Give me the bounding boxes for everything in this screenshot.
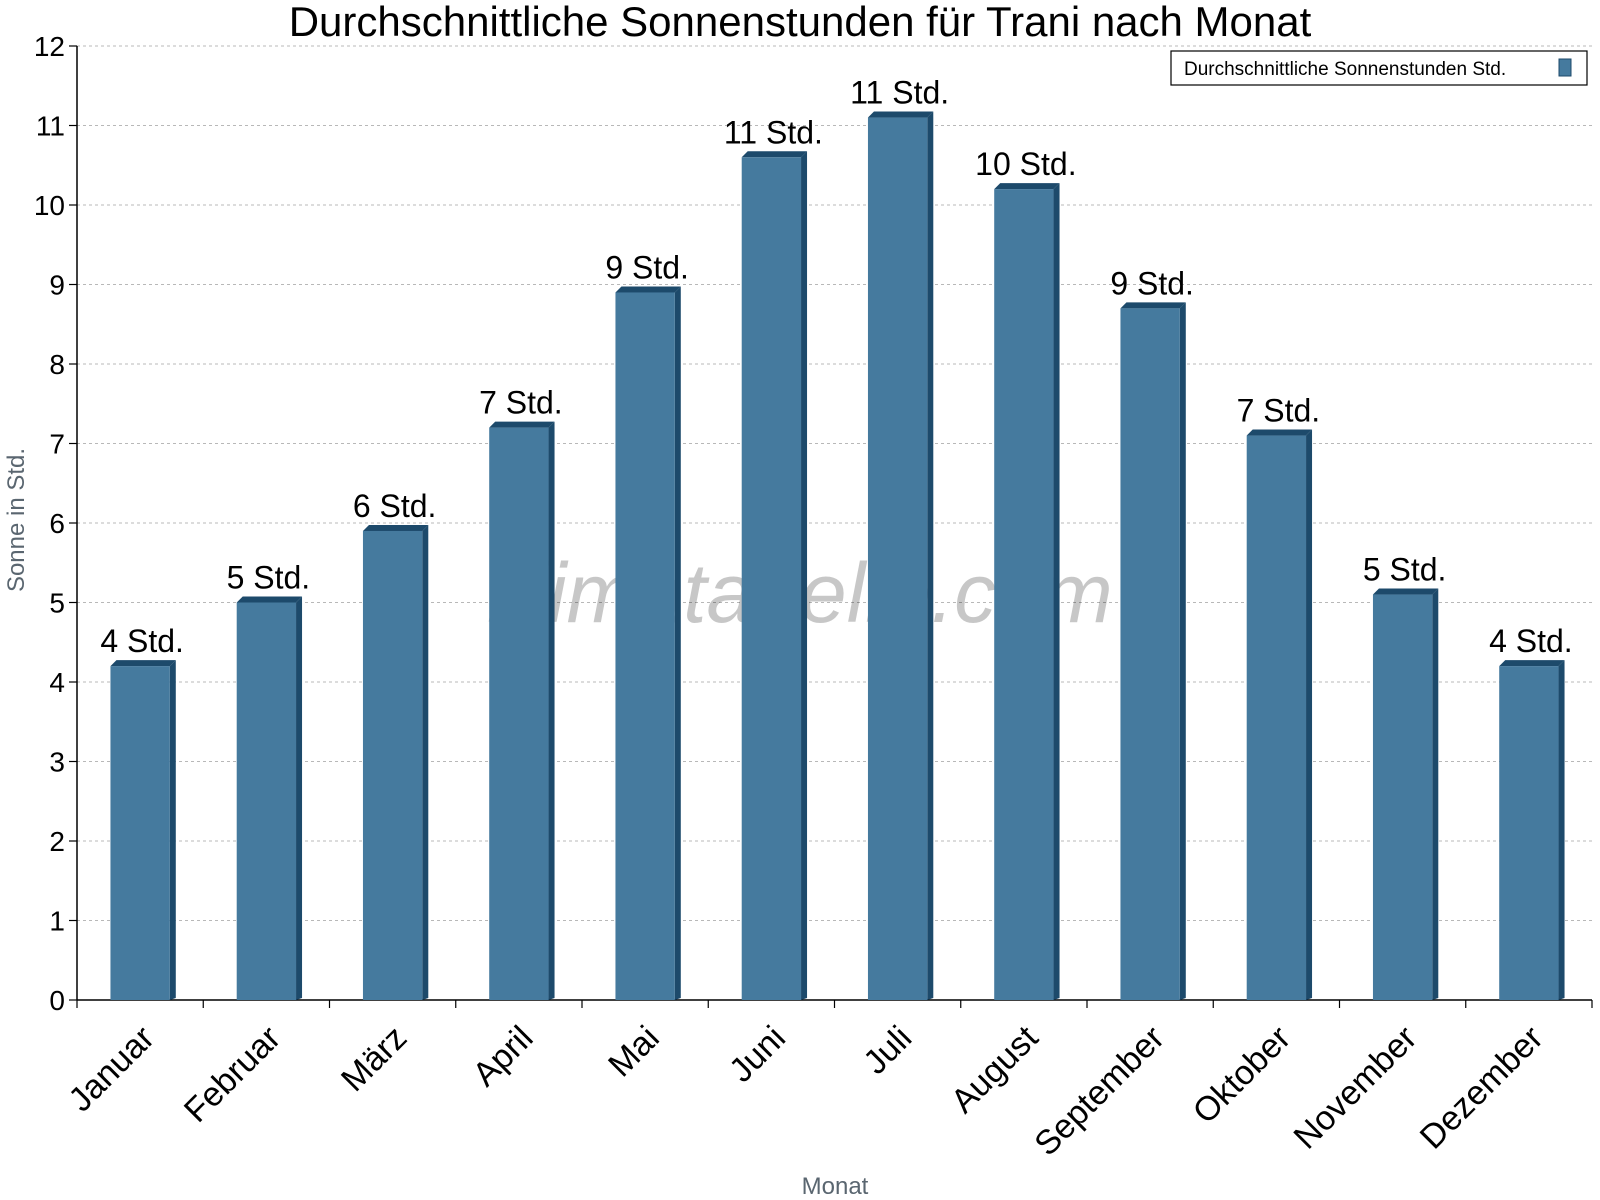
bar-front bbox=[1120, 308, 1180, 1001]
data-label: 5 Std. bbox=[227, 560, 311, 596]
bars bbox=[110, 111, 1565, 1001]
y-tick-label: 3 bbox=[49, 747, 65, 778]
legend-box bbox=[1170, 50, 1588, 86]
data-label: 4 Std. bbox=[100, 623, 184, 659]
bar-top bbox=[1246, 429, 1313, 436]
bar-top bbox=[741, 151, 808, 158]
bar-top bbox=[1372, 588, 1439, 595]
bar-side bbox=[674, 286, 681, 1000]
x-axis-title: Monat bbox=[802, 1173, 869, 1200]
bar bbox=[110, 660, 176, 1000]
bar-front bbox=[362, 530, 423, 1000]
data-label: 9 Std. bbox=[605, 249, 689, 285]
bar bbox=[1499, 660, 1565, 1000]
bar-front bbox=[236, 602, 297, 1000]
x-tick-label: August bbox=[944, 1018, 1046, 1120]
bar bbox=[741, 151, 808, 1001]
data-label: 4 Std. bbox=[1489, 623, 1573, 659]
bar-front bbox=[110, 666, 170, 1000]
bar-front bbox=[489, 427, 549, 1001]
x-tick-label: November bbox=[1287, 1019, 1425, 1157]
bar bbox=[1120, 302, 1186, 1001]
bar-top bbox=[867, 111, 934, 118]
x-tick-label: Mai bbox=[601, 1019, 667, 1085]
bar bbox=[1372, 588, 1439, 1000]
x-tick-label: Juli bbox=[856, 1019, 919, 1082]
x-tick-label: April bbox=[466, 1019, 541, 1094]
bar bbox=[994, 183, 1060, 1001]
y-tick-label: 8 bbox=[49, 349, 65, 380]
bar-top bbox=[110, 660, 176, 667]
bar-side bbox=[296, 596, 303, 1000]
y-tick-label: 10 bbox=[34, 190, 65, 221]
y-tick-label: 6 bbox=[49, 508, 65, 539]
data-label: 7 Std. bbox=[1237, 393, 1321, 429]
bar-top bbox=[615, 286, 681, 293]
bar-front bbox=[615, 292, 675, 1000]
data-label: 7 Std. bbox=[479, 385, 563, 421]
bar-side bbox=[1179, 302, 1186, 1001]
bar-side bbox=[1306, 429, 1313, 1000]
bar-front bbox=[1246, 435, 1307, 1000]
bar-side bbox=[1558, 660, 1565, 1000]
bar-side bbox=[169, 660, 176, 1000]
legend: Durchschnittliche Sonnenstunden Std. bbox=[1170, 50, 1588, 86]
bar bbox=[1246, 429, 1313, 1000]
gridlines bbox=[77, 45, 1592, 921]
x-tick-label: Dezember bbox=[1413, 1019, 1551, 1157]
bar-side bbox=[1053, 183, 1060, 1001]
bar-side bbox=[1432, 588, 1439, 1000]
x-tick-labels: Januar Februar März April Mai Juni Juli AugustS… bbox=[61, 1018, 1550, 1163]
bar-top bbox=[1499, 660, 1565, 667]
data-label: 6 Std. bbox=[353, 488, 437, 524]
y-tick-label: 5 bbox=[49, 588, 65, 619]
x-tick-label: Juni bbox=[722, 1019, 793, 1090]
bar bbox=[867, 111, 934, 1001]
legend-swatch bbox=[1558, 58, 1572, 77]
data-label: 10 Std. bbox=[975, 146, 1076, 182]
x-tick-label: Januar bbox=[61, 1019, 161, 1119]
bar-side bbox=[548, 421, 555, 1001]
bar-side bbox=[801, 151, 808, 1001]
bar-top bbox=[489, 421, 555, 428]
x-tick-label: September bbox=[1027, 1019, 1171, 1163]
bar-front bbox=[1372, 594, 1433, 1000]
x-tick-label: Oktober bbox=[1186, 1019, 1298, 1131]
y-tick-label: 7 bbox=[49, 429, 65, 460]
x-tick-label: März bbox=[334, 1019, 414, 1099]
data-label: 9 Std. bbox=[1110, 265, 1194, 301]
bar-top bbox=[362, 524, 429, 531]
y-tick-label: 9 bbox=[49, 270, 65, 301]
bar-top bbox=[1120, 302, 1186, 309]
bar-side bbox=[422, 524, 429, 1000]
bar-top bbox=[994, 183, 1060, 190]
bar bbox=[615, 286, 681, 1000]
y-tick-label: 2 bbox=[49, 826, 65, 857]
y-tick-label: 12 bbox=[34, 31, 65, 62]
x-tick-label: Februar bbox=[177, 1019, 288, 1130]
bar bbox=[236, 596, 303, 1000]
legend-label: Durchschnittliche Sonnenstunden Std. bbox=[1184, 59, 1506, 80]
bar-front bbox=[994, 189, 1054, 1001]
bar-top bbox=[236, 596, 303, 603]
chart-title: Durchschnittliche Sonnenstunden für Tran… bbox=[289, 0, 1312, 45]
bar-front bbox=[741, 157, 802, 1001]
bar bbox=[489, 421, 555, 1001]
data-labels: 4 Std. 5 Std. 6 Std. 7 Std. 9 Std. 11 Std. 11 … bbox=[100, 75, 1572, 660]
data-label: 11 Std. bbox=[724, 114, 823, 150]
bar-side bbox=[927, 111, 934, 1001]
y-tick-label: 0 bbox=[49, 985, 65, 1016]
y-tick-label: 1 bbox=[49, 906, 65, 937]
data-label: 11 Std. bbox=[850, 75, 949, 111]
bar-front bbox=[867, 117, 928, 1001]
y-axis-title: Sonne in Std. bbox=[3, 448, 30, 592]
axes bbox=[69, 45, 1593, 1008]
data-label: 5 Std. bbox=[1363, 552, 1447, 588]
bar bbox=[362, 524, 429, 1000]
bar-front bbox=[1499, 666, 1559, 1000]
y-tick-label: 4 bbox=[49, 667, 65, 698]
y-tick-label: 11 bbox=[36, 111, 65, 142]
